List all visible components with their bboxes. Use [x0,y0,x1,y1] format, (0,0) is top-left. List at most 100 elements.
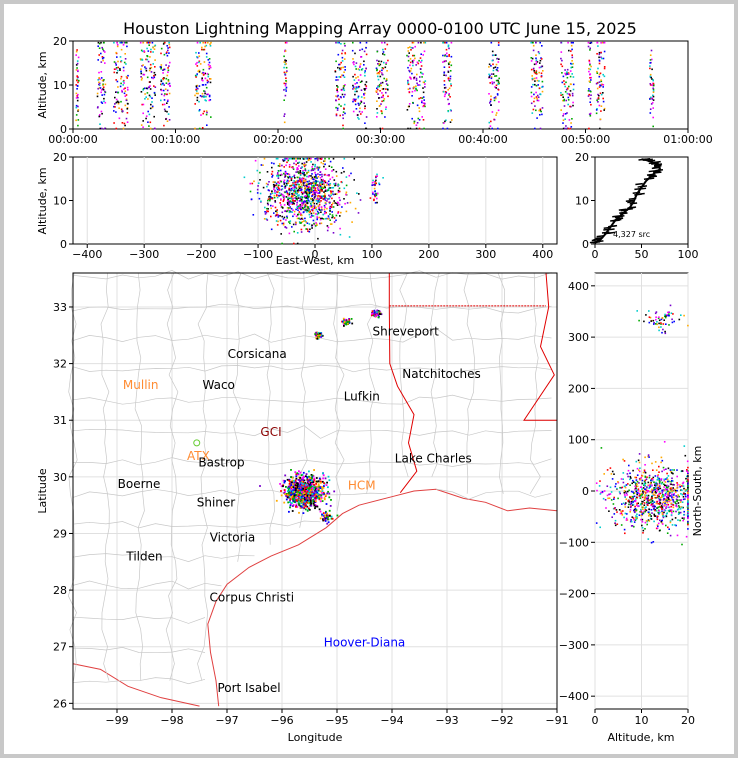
histogram-jitter [655,169,664,172]
plan-view-point [304,508,307,511]
time-altitude-point [354,83,357,85]
tx-la-border [388,273,418,494]
ew-altitude-point [302,192,305,194]
histogram-jitter [648,174,656,177]
time-altitude-point [120,82,122,85]
time-altitude-point [160,89,163,92]
time-altitude-point [564,85,566,88]
time-altitude-point [530,60,533,62]
ew-altitude-point [328,157,330,160]
ns-alt-tick-label: 20 [681,714,695,727]
ew-altitude-point [298,185,300,188]
time-altitude-point [204,72,206,75]
time-altitude-point [124,124,126,127]
plan-view-point [318,487,321,490]
altitude-ns-point [668,510,671,513]
altitude-ns-point [681,470,683,472]
time-altitude-point [207,73,210,76]
altitude-ns-point [611,478,614,480]
altitude-ns-point [661,513,664,516]
time-altitude-point [408,105,410,108]
plan-view-point [259,485,261,487]
time-altitude-point [539,114,541,116]
ew-altitude-point [340,211,342,214]
plan-view-point [314,498,316,501]
ew-altitude-point [319,182,322,184]
ew-altitude-point [316,202,318,205]
altitude-ns-point [613,496,615,499]
plan-view-point [317,480,320,483]
time-altitude-point [561,72,563,74]
ew-altitude-point [307,157,309,160]
altitude-ns-point [680,314,682,316]
time-altitude-point [598,51,601,54]
time-altitude-point [363,88,366,90]
altitude-ns-point [651,462,653,465]
altitude-ns-point [633,519,635,521]
ew-altitude-point [321,173,323,176]
altitude-ns-point [658,491,661,493]
ew-altitude-point [251,182,254,185]
altitude-ns-point [656,507,659,509]
altitude-ns-point [660,456,663,459]
time-altitude-point [100,91,102,94]
plan-view-point [298,503,301,505]
time-altitude-point [532,83,534,86]
ew-altitude-point [336,202,338,205]
time-altitude-point [538,109,540,112]
altitude-ns-point [683,517,685,519]
time-altitude-point [413,122,415,125]
time-altitude-point [165,52,168,55]
time-altitude-point [115,64,117,66]
time-altitude-point [495,68,498,71]
time-altitude-point [197,70,200,73]
plan-view-point [297,488,299,491]
time-altitude-point [652,84,655,86]
time-altitude-point [336,107,339,110]
ew-altitude-point [259,192,262,195]
time-altitude-point [359,63,362,65]
altitude-ns-point [652,319,655,322]
time-altitude-point [163,103,166,106]
altitude-ns-point [648,515,650,517]
altitude-ns-point [649,513,651,516]
time-altitude-point [365,87,368,90]
ew-altitude-point [290,187,293,190]
altitude-ns-point [623,493,626,496]
plan-view-point [342,317,345,320]
time-altitude-point [160,67,162,70]
altitude-ns-point [629,503,632,506]
altitude-ns-point [650,501,652,504]
time-altitude-point [113,68,116,70]
ew-altitude-point [343,170,345,173]
ew-altitude-point [305,204,308,207]
ew-altitude-point [319,177,322,179]
time-altitude-point [408,52,410,54]
plan-view-point [284,491,286,493]
time-altitude-point [114,103,116,105]
time-altitude-point [365,81,368,83]
ew-altitude-point [314,189,316,192]
plan-view-point [305,488,307,491]
ew-altitude-point [298,183,300,186]
altitude-ns-point [652,506,655,509]
plan-view-point [296,473,299,476]
altitude-ns-point [596,489,598,492]
ew-altitude-point [288,221,290,223]
altitude-ns-point [642,501,644,503]
ew-altitude-point [327,180,330,183]
plan-view-point [296,491,298,493]
ew-altitude-point [333,200,335,202]
altitude-ns-point [685,477,687,480]
time-altitude-point [423,127,425,130]
ew-altitude-point [329,184,331,186]
altitude-ns-point [669,521,672,524]
plan-view-point [290,487,293,489]
ew-altitude-point [290,184,293,187]
ew-altitude-point [299,174,302,176]
time-altitude-point [449,121,452,123]
ew-altitude-point [259,179,261,181]
histogram-jitter [601,231,610,234]
altitude-ns-point [647,499,650,501]
plan-view-point [306,496,309,499]
